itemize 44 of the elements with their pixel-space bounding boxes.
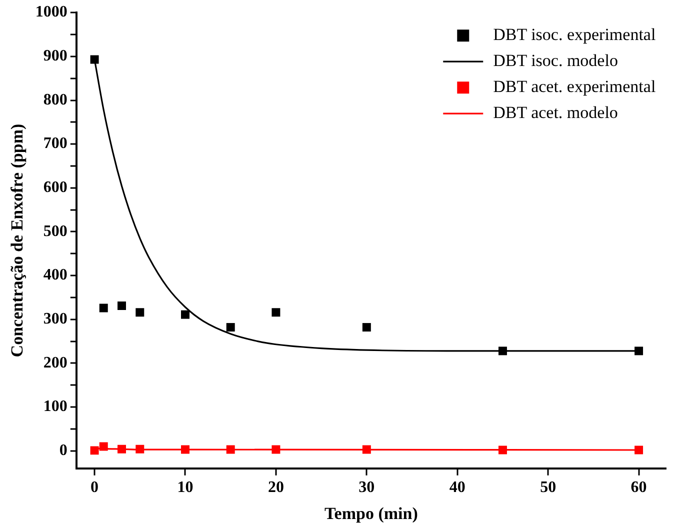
point (362, 445, 371, 454)
x-tick-label: 10 (177, 479, 194, 496)
point (272, 445, 280, 454)
point (226, 323, 235, 332)
point (99, 304, 108, 312)
y-tick-label: 0 (59, 442, 68, 460)
x-axis-title: Tempo (min) (324, 504, 418, 524)
y-tick-label: 1000 (35, 4, 68, 21)
point (181, 445, 190, 454)
point (272, 308, 280, 317)
y-tick-label: 800 (43, 91, 68, 108)
y-tick-label: 500 (43, 222, 68, 240)
x-tick-label: 0 (90, 479, 99, 496)
y-tick-label: 100 (43, 398, 68, 416)
y-tick-label: 200 (43, 354, 68, 372)
x-tick-label: 60 (630, 479, 647, 496)
legend-label: DBT acet. modelo (493, 103, 618, 122)
point (498, 446, 507, 454)
point (634, 446, 644, 454)
x-tick-label: 30 (358, 479, 375, 496)
y-tick-label: 600 (43, 179, 68, 196)
point (99, 442, 108, 451)
legend-label: DBT acet. experimental (493, 77, 656, 96)
y-tick-label: 900 (43, 48, 68, 65)
point (90, 446, 99, 455)
point (90, 55, 99, 64)
point (181, 310, 190, 319)
legend-label: DBT isoc. experimental (493, 25, 656, 44)
y-tick-label: 300 (43, 310, 68, 328)
legend-label: DBT isoc. modelo (493, 51, 618, 70)
y-tick-label: 400 (43, 266, 68, 284)
x-tick-label: 40 (449, 479, 466, 496)
point (136, 308, 144, 317)
y-axis-title: Concentração de Enxofre (ppm) (8, 124, 27, 358)
point (634, 346, 644, 356)
point (118, 302, 126, 310)
point (362, 323, 371, 332)
point (118, 444, 126, 454)
y-tick-label: 700 (43, 135, 68, 152)
point (226, 445, 235, 454)
point (136, 444, 144, 454)
x-tick-label: 20 (268, 479, 284, 496)
point (498, 346, 507, 356)
x-tick-label: 50 (540, 479, 556, 496)
